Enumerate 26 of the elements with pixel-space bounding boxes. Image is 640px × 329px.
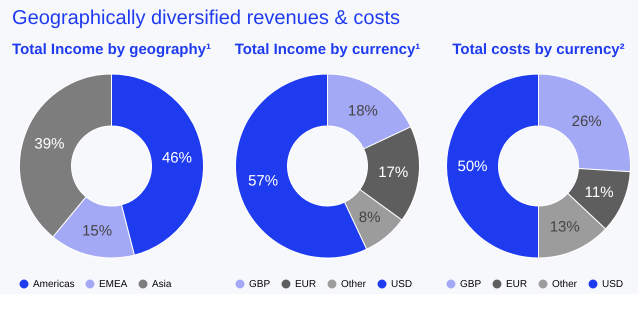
legend-label: USD xyxy=(602,279,624,290)
legend-label: Americas xyxy=(33,279,75,290)
data-label: 8% xyxy=(358,208,380,226)
legend-label: Other xyxy=(552,279,578,290)
chart-title: Total costs by currency² xyxy=(452,41,625,58)
data-label: 15% xyxy=(82,222,112,240)
text: Geographically diversified revenues & costs xyxy=(12,7,400,29)
data-label: 50% xyxy=(457,158,488,175)
legend-label: Other xyxy=(341,279,367,290)
data-label: 26% xyxy=(572,112,602,130)
legend-label: EUR xyxy=(295,279,316,290)
data-label: 18% xyxy=(348,102,378,120)
chart-title: Total Income by geography¹ xyxy=(12,41,211,58)
data-label: 57% xyxy=(248,172,278,190)
legend-label: USD xyxy=(391,279,412,290)
legend-label: EUR xyxy=(506,279,528,290)
chart-title: Total Income by currency¹ xyxy=(234,41,420,58)
data-label: 13% xyxy=(550,218,580,236)
data-label: 39% xyxy=(34,136,64,153)
legend-label: Asia xyxy=(152,279,172,290)
data-label: 11% xyxy=(584,184,614,202)
legend-label: GBP xyxy=(249,279,270,290)
legend-label: GBP xyxy=(460,279,482,290)
data-label: 46% xyxy=(162,150,192,167)
data-label: 17% xyxy=(378,164,408,182)
legend-label: EMEA xyxy=(99,279,128,290)
